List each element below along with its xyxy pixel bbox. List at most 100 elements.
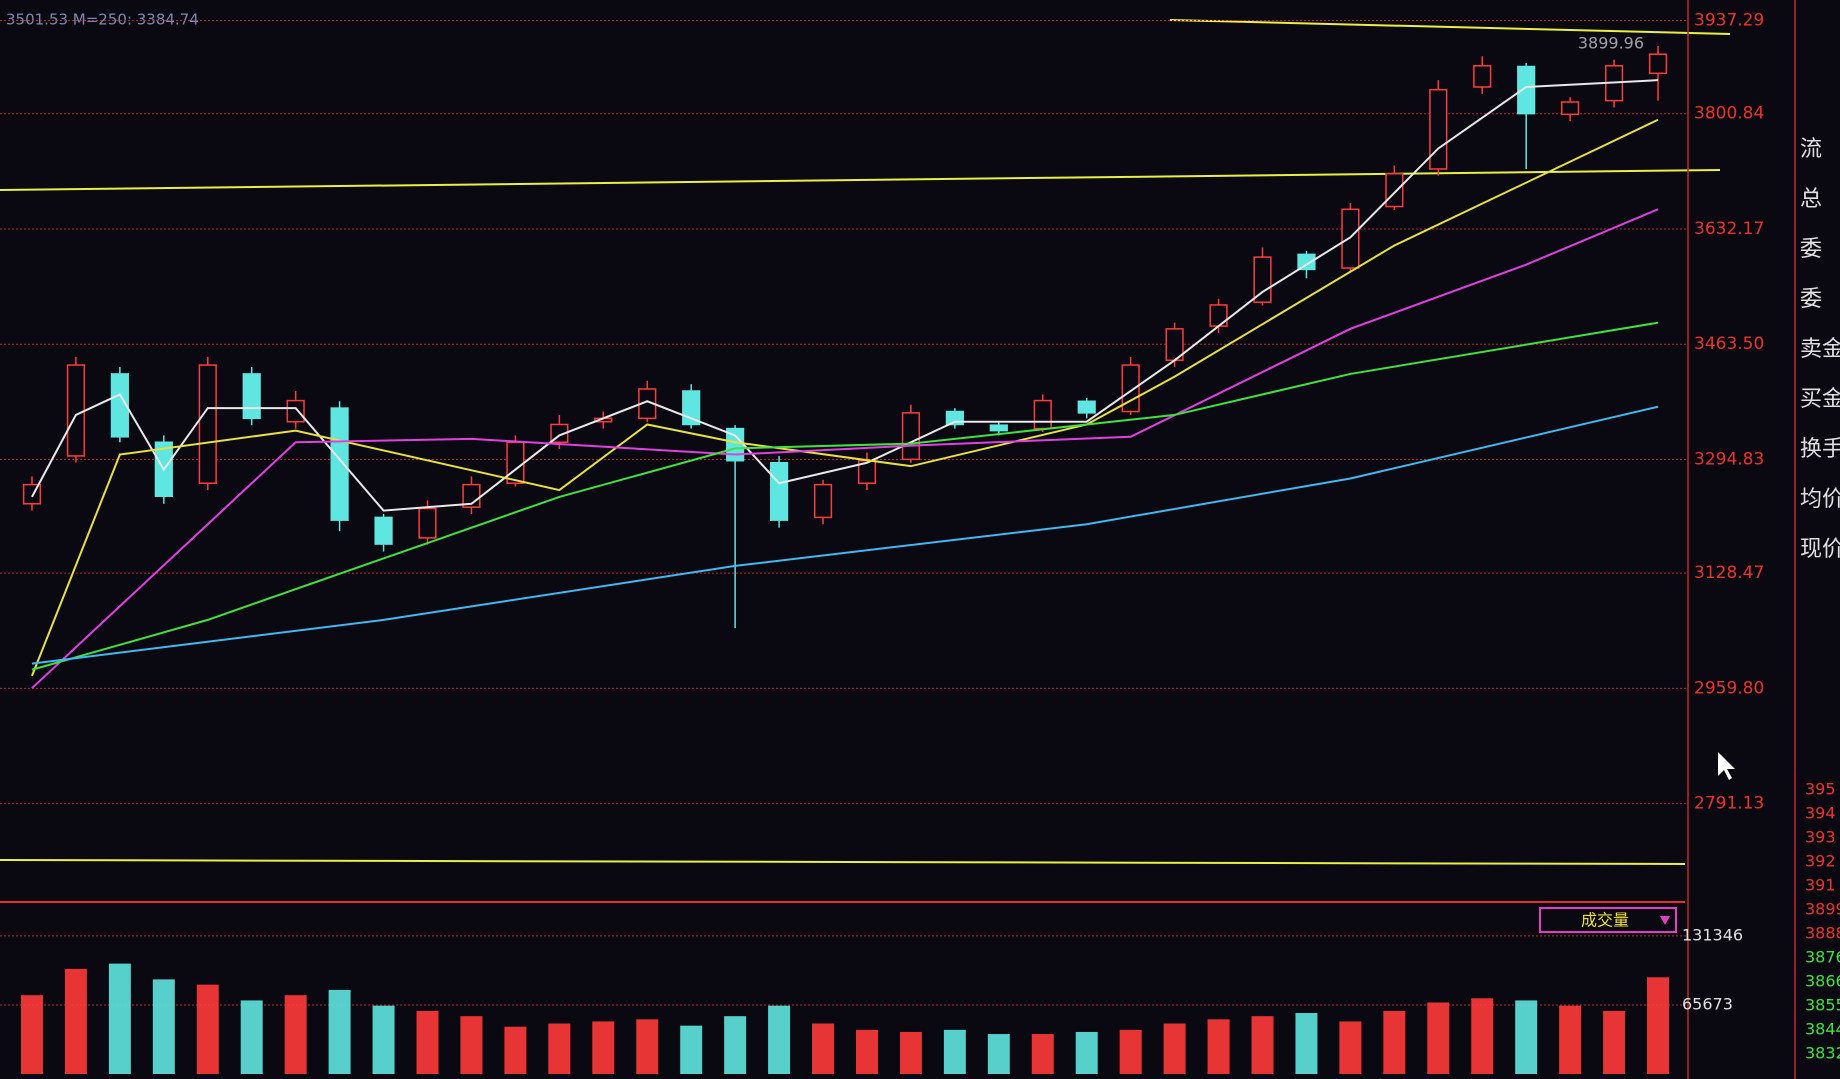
candle-body [198,364,217,484]
candle-body [1517,65,1536,115]
moving-average-line [31,118,1659,677]
volume-label: 成交量 [1581,911,1629,930]
reference-line [0,169,1721,191]
volume-bar [1515,1000,1538,1074]
sidebar-price: 3888 [1805,924,1840,943]
volume-bar [1339,1021,1362,1074]
volume-bar [504,1026,527,1074]
candle-body [110,373,129,438]
volume-bar [108,963,131,1074]
reference-line [0,859,1686,865]
candle-body [989,424,1008,432]
y-tick-label: 3800.84 [1694,104,1764,124]
candle-body [1209,304,1228,327]
volume-bar [680,1025,703,1074]
candle-body [813,483,833,519]
cursor [1718,752,1735,780]
candle-body [682,390,701,426]
volume-bar [987,1034,1010,1074]
y-tick-label: 2791.13 [1694,794,1764,814]
sidebar-label: 总 [1800,187,1822,212]
dropdown-arrow [1660,916,1670,925]
volume-bar [20,995,43,1074]
moving-average-line [31,405,1659,665]
y-tick-label: 3128.47 [1694,563,1764,583]
sidebar-price: 395 [1805,780,1836,799]
sidebar-price: 393 [1805,828,1836,847]
sidebar-label: 换手 [1800,437,1840,462]
volume-bar [636,1019,659,1074]
sidebar-label: 卖金 [1800,337,1840,362]
sidebar-label: 流 [1800,137,1822,162]
candle-body [330,407,349,521]
reference-line [1169,19,1731,35]
volume-bar [152,979,175,1074]
sidebar-price: 3866 [1805,972,1840,991]
candle-body [1429,88,1448,170]
candle-body [1077,400,1096,414]
sidebar-price: 392 [1805,852,1836,871]
volume-bar [943,1029,966,1074]
candle-body [506,441,525,484]
volume-bar [1647,977,1670,1074]
y-tick-label: 3937.29 [1694,11,1764,31]
volume-bar [592,1021,615,1074]
sidebar-label: 委 [1800,287,1822,312]
candle-body [1648,53,1668,75]
sidebar-price: 391 [1805,876,1836,895]
sidebar-price: 3899 [1805,900,1840,919]
y-tick-label: 2959.80 [1694,678,1764,698]
candle-body [374,516,393,545]
y-tick-label: 3632.17 [1694,219,1764,239]
volume-bar [240,1000,263,1074]
moving-average-line [31,321,1659,671]
volume-tick-label: 131346 [1682,925,1743,944]
y-tick-label: 3294.83 [1694,449,1764,469]
candle-body [901,412,921,461]
sidebar-price: 3855 [1805,996,1840,1015]
volume-tick-label: 65673 [1682,994,1733,1013]
volume-bar [1207,1019,1230,1074]
volume-bar [1559,1005,1582,1074]
volume-bar [1383,1010,1406,1074]
sidebar-label: 均价 [1800,487,1840,512]
volume-bar [548,1023,571,1074]
sidebar-label: 现价 [1800,537,1840,562]
candle-body [418,507,437,539]
candle-body [1121,364,1140,413]
volume-bar [812,1023,835,1074]
candle-body [769,461,789,521]
sidebar-label: 委 [1800,237,1822,262]
candle-body [1253,256,1272,303]
volume-bar [1295,1013,1318,1074]
volume-bar [328,989,351,1074]
candle-body [1341,208,1360,269]
sidebar-price: 3876 [1805,948,1840,967]
moving-average-line [31,208,1659,689]
volume-bar [899,1031,922,1074]
y-tick-label: 3463.50 [1694,334,1764,354]
candle-body [1385,173,1404,208]
volume-bar [1163,1023,1186,1074]
volume-bar [460,1016,483,1074]
volume-bar [1427,1002,1450,1074]
volume-bar [855,1029,878,1074]
sidebar-price: 394 [1805,804,1836,823]
candle-body [242,373,261,420]
candle-body [1473,65,1492,88]
volume-bar [64,968,87,1074]
volume-bar [1075,1031,1098,1074]
sidebar-label: 买金 [1800,387,1840,412]
indicator-text: 3501.53 M=250: 3384.74 [6,11,199,29]
volume-bar [416,1010,439,1074]
sidebar-price: 3844 [1805,1020,1840,1039]
candle-body [1033,399,1052,430]
volume-selector[interactable] [1539,907,1677,933]
volume-bar [1603,1010,1626,1074]
candle-body [1561,101,1580,116]
volume-bar [768,1005,791,1074]
moving-average-line [31,79,1659,512]
